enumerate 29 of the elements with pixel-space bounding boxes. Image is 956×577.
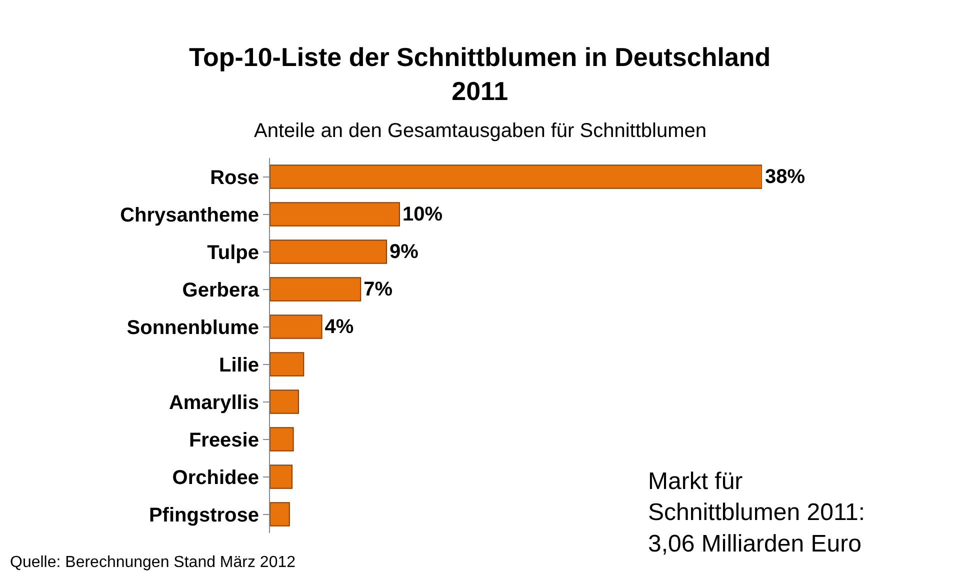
y-tick-label: Pfingstrose — [148, 504, 259, 526]
bar — [270, 352, 304, 376]
data-label: 10% — [402, 203, 443, 226]
data-label: 38% — [765, 166, 806, 188]
y-tick-label: Sonnenblume — [126, 316, 259, 339]
y-tick-label: Chrysantheme — [120, 204, 259, 226]
y-tick-label: Gerbera — [182, 279, 260, 302]
annotation: Markt für Schnittblumen 2011: 3,06 Milliarden Euro — [648, 468, 866, 558]
y-tick-label: Freesie — [188, 429, 259, 452]
bar — [270, 464, 293, 489]
y-tick-label: Amaryllis — [168, 392, 259, 414]
y-tick-label: Tulpe — [207, 242, 259, 264]
bar — [270, 240, 388, 264]
y-tick-label: Lilie — [218, 354, 259, 376]
bar — [270, 502, 290, 526]
bar — [270, 314, 322, 339]
chart-subtitle: Anteile an den Gesamtausgaben für Schnittblumen — [254, 120, 707, 142]
bar — [270, 427, 294, 452]
bar — [270, 277, 362, 302]
bar — [270, 202, 400, 226]
y-tick-label: Orchidee — [172, 466, 259, 489]
data-label: 9% — [390, 240, 419, 263]
y-tick-label: Rose — [210, 166, 259, 189]
chart-title: Top-10-Liste der Schnittblumen in Deutschland 2011 — [189, 42, 771, 106]
bar — [270, 164, 762, 189]
bar — [270, 390, 299, 414]
source-note: Quelle: Berechnungen Stand März 2012 — [10, 554, 296, 571]
data-label: 7% — [364, 278, 393, 300]
data-label: 4% — [324, 316, 354, 338]
